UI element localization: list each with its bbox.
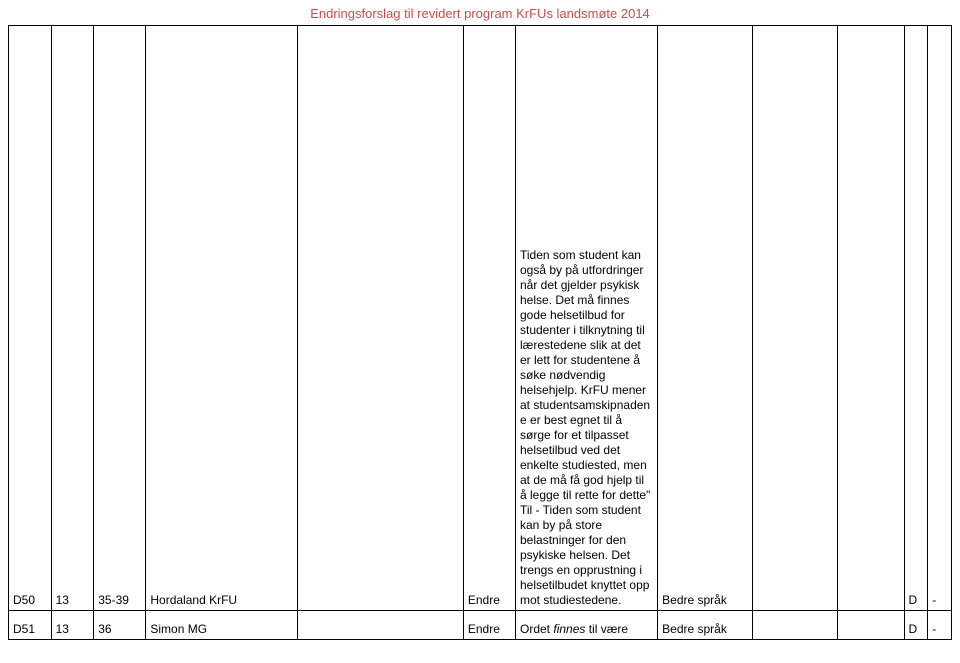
cell-dash: - (928, 611, 952, 640)
text-prefix: Ordet (520, 622, 553, 636)
cell-id: D50 (9, 26, 52, 611)
cell-empty2 (752, 26, 837, 611)
text-italic: finnes (553, 622, 585, 636)
cell-empty3 (838, 611, 904, 640)
page-container: Endringsforslag til revidert program KrF… (0, 0, 960, 663)
cell-id: D51 (9, 611, 52, 640)
proposals-table: D50 13 35-39 Hordaland KrFU Endre Tiden … (8, 25, 952, 640)
page-header: Endringsforslag til revidert program KrF… (0, 0, 960, 25)
table-row: D51 13 36 Simon MG Endre Ordet finnes ti… (9, 611, 952, 640)
cell-proposer: Simon MG (146, 611, 298, 640)
cell-lines: 35-39 (94, 26, 146, 611)
cell-reason: Bedre språk (658, 26, 753, 611)
cell-lines: 36 (94, 611, 146, 640)
cell-code: D (904, 611, 928, 640)
cell-empty2 (752, 611, 837, 640)
cell-proposer: Hordaland KrFU (146, 26, 298, 611)
cell-code: D (904, 26, 928, 611)
table-wrap: D50 13 35-39 Hordaland KrFU Endre Tiden … (0, 25, 960, 640)
cell-dash: - (928, 26, 952, 611)
cell-action: Endre (463, 26, 515, 611)
cell-text: Tiden som student kan også by på utfordr… (516, 26, 658, 611)
cell-reason: Bedre språk (658, 611, 753, 640)
table-row: D50 13 35-39 Hordaland KrFU Endre Tiden … (9, 26, 952, 611)
cell-empty (298, 611, 464, 640)
cell-page: 13 (51, 611, 94, 640)
text-suffix: til være (585, 622, 628, 636)
cell-page: 13 (51, 26, 94, 611)
cell-empty3 (838, 26, 904, 611)
cell-action: Endre (463, 611, 515, 640)
cell-text: Ordet finnes til være (516, 611, 658, 640)
cell-empty (298, 26, 464, 611)
